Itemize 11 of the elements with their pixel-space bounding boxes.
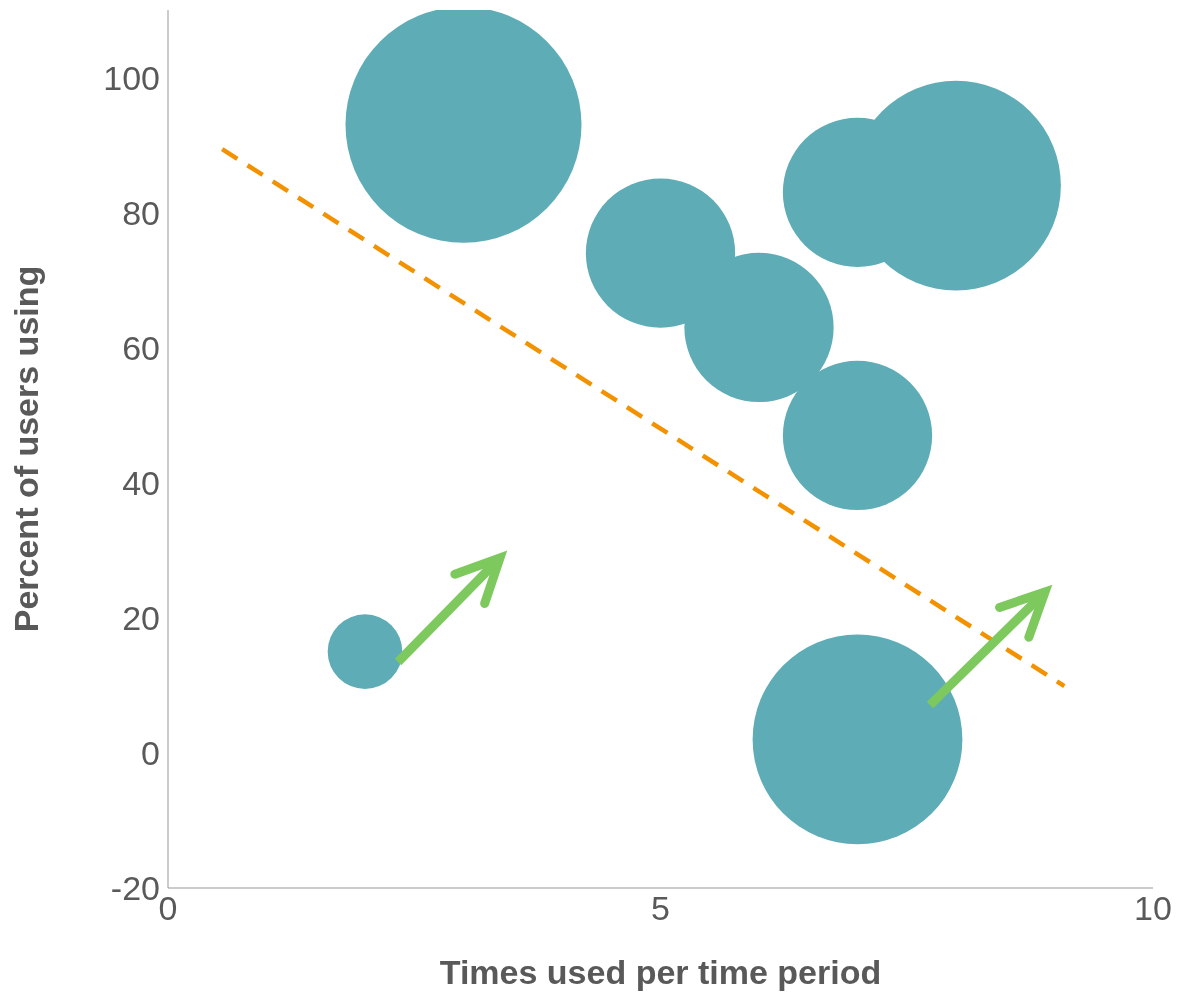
x-tick-label: 5	[651, 889, 670, 928]
x-tick-label: 10	[1134, 889, 1172, 928]
x-axis-title: Times used per time period	[439, 953, 882, 991]
y-tick-label: 20	[122, 598, 160, 637]
y-tick-label: -20	[110, 869, 160, 908]
y-tick-label: 0	[141, 733, 160, 772]
y-tick-label: 80	[122, 193, 160, 232]
y-axis-title: Percent of users using	[7, 265, 46, 633]
y-tick-label: 60	[122, 328, 160, 367]
y-tick-label: 100	[103, 58, 160, 97]
y-tick-label: 40	[122, 463, 160, 502]
